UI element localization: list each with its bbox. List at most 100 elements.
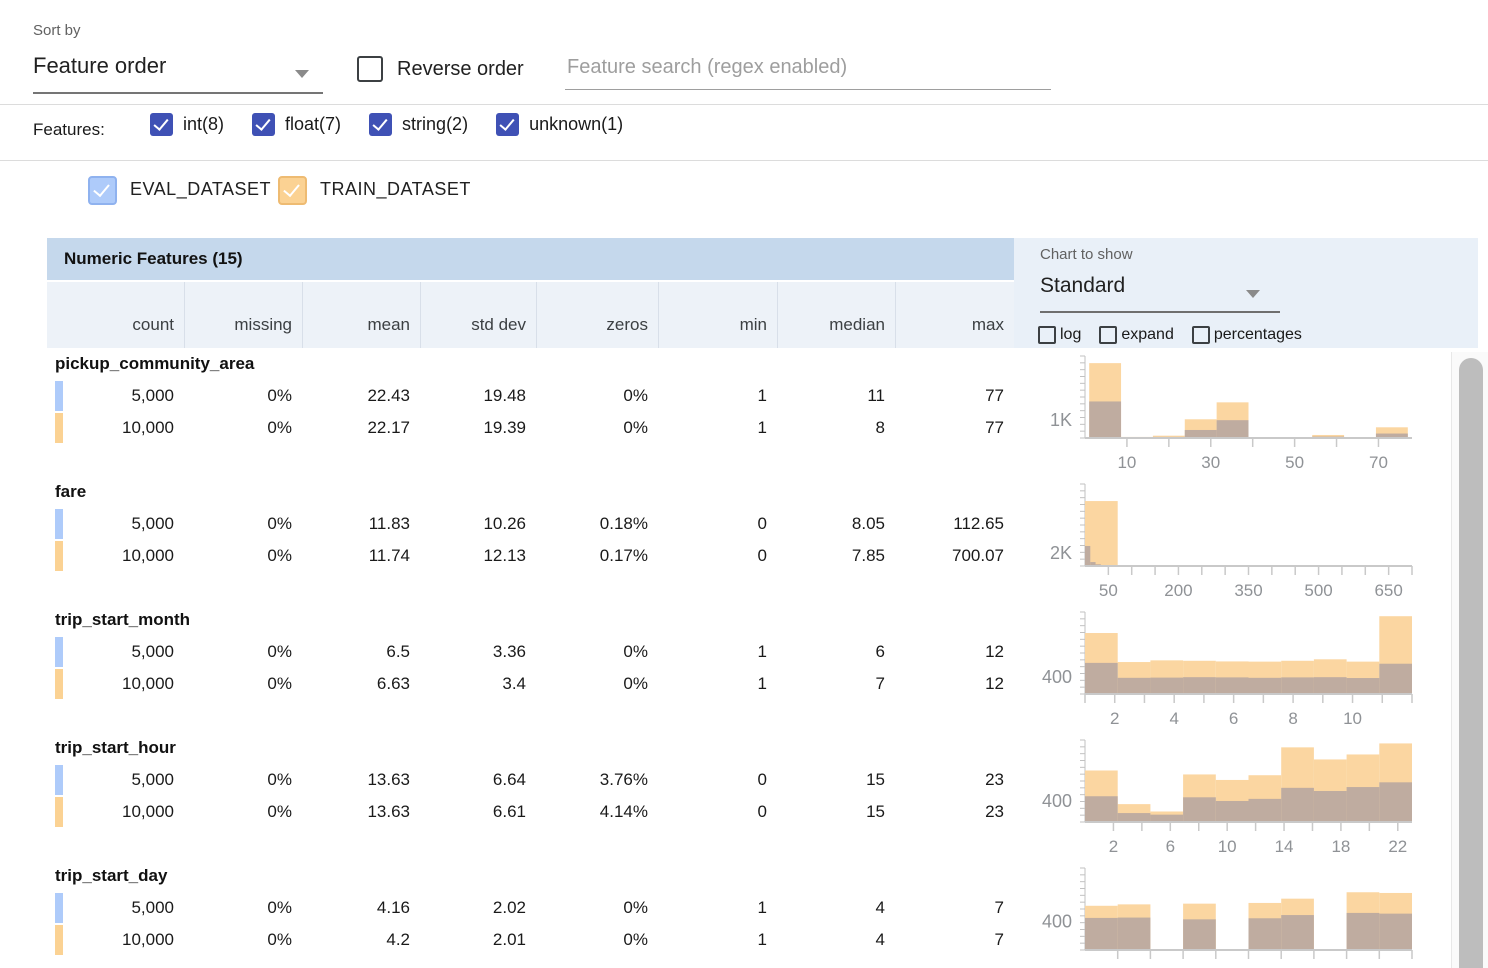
feature-block: pickup_community_area 5,000 0% 22.43 19.48 0%…: [47, 352, 1014, 480]
stat-value: 15: [866, 802, 885, 821]
stat-value: 4.2: [386, 930, 410, 949]
stat-value: 0%: [267, 514, 292, 533]
svg-text:6: 6: [1229, 709, 1238, 728]
stat-value: 10,000: [122, 802, 174, 821]
filter-float[interactable]: float(7): [252, 113, 341, 136]
stat-value: 0%: [623, 418, 648, 437]
column-header-count: count: [132, 315, 174, 334]
svg-text:2: 2: [1109, 837, 1118, 856]
filter-string[interactable]: string(2): [369, 113, 468, 136]
expand-toggle[interactable]: expand: [1099, 326, 1174, 344]
stat-value: 4.16: [376, 898, 410, 917]
histogram-svg: 2 6 10 14 18 22 400: [1042, 739, 1412, 856]
feature-histogram: 2 6 10 14 18 22 400: [1012, 736, 1432, 864]
stats-column-header: count missing mean std dev zeros min median max: [47, 280, 1014, 348]
feature-block: trip_start_day 5,000 0% 4.16 2.02 0% 1 4 7 10,000…: [47, 864, 1014, 968]
scrollbar-thumb[interactable]: [1459, 358, 1483, 968]
stats-row: 5,000 0% 4.16 2.02 0% 1 4 7: [47, 892, 1014, 924]
stat-value: 5,000: [131, 514, 174, 533]
stat-value: 8.05: [851, 514, 885, 533]
stat-value: 5,000: [131, 386, 174, 405]
stat-value: 3.76%: [599, 770, 648, 789]
percentages-checkbox[interactable]: [1191, 326, 1210, 344]
stat-value: 23: [985, 802, 1004, 821]
stat-value: 0: [757, 546, 767, 565]
features-filter-label: Features:: [33, 120, 105, 139]
chart-select-underline: [1040, 311, 1280, 313]
chevron-down-icon[interactable]: [1246, 290, 1260, 298]
stat-value: 10,000: [122, 546, 174, 565]
stat-value: 15: [866, 770, 885, 789]
stat-value: 13.63: [367, 802, 410, 821]
feature-histograms: 10 30 50 70 1K 50 200 350 500 650 2K 2 4 6 8 10 400 2 6 10 1…: [1012, 352, 1432, 968]
stat-value: 0%: [267, 930, 292, 949]
histogram-svg: 2 4 6 8 10 400: [1042, 611, 1413, 728]
train-dataset-checkbox[interactable]: [278, 176, 307, 205]
stat-value: 0%: [623, 898, 648, 917]
expand-label: expand: [1121, 326, 1174, 343]
chart-type-select[interactable]: Standard: [1040, 274, 1126, 297]
stats-row: 5,000 0% 13.63 6.64 3.76% 0 15 23: [47, 764, 1014, 796]
stat-value: 11.74: [368, 546, 410, 565]
svg-text:400: 400: [1042, 791, 1072, 811]
stat-value: 0%: [267, 770, 292, 789]
filter-unknown[interactable]: unknown(1): [496, 113, 623, 136]
filter-int[interactable]: int(8): [150, 113, 224, 136]
stat-value: 0%: [623, 642, 648, 661]
feature-block: trip_start_hour 5,000 0% 13.63 6.64 3.76% 0 15 2…: [47, 736, 1014, 864]
int-checkbox[interactable]: [150, 113, 173, 136]
column-header-missing: missing: [184, 282, 302, 348]
feature-block: fare 5,000 0% 11.83 10.26 0.18% 0 8.05 112.65 10,…: [47, 480, 1014, 608]
feature-histogram: 2 4 6 8 10 400: [1012, 608, 1432, 736]
stat-value: 0%: [623, 930, 648, 949]
stat-value: 2.01: [492, 930, 526, 949]
eval-dataset-checkbox[interactable]: [88, 176, 117, 205]
stat-value: 112.65: [953, 514, 1004, 533]
eval-dataset-swatch: [55, 893, 63, 923]
feature-name: trip_start_month: [55, 610, 191, 629]
stat-value: 6.61: [492, 802, 526, 821]
feature-name: trip_start_day: [55, 866, 168, 885]
stat-value: 1: [757, 898, 767, 917]
svg-text:50: 50: [1285, 453, 1304, 472]
stat-value: 1: [757, 642, 767, 661]
log-checkbox[interactable]: [1038, 326, 1056, 344]
stat-value: 3.36: [492, 642, 526, 661]
log-toggle[interactable]: log: [1038, 326, 1081, 344]
svg-text:400: 400: [1042, 667, 1072, 687]
train-dataset-swatch: [55, 925, 63, 955]
string-label: string(2): [402, 114, 469, 134]
sort-order-select[interactable]: Feature order: [33, 53, 167, 78]
feature-histogram: 400: [1012, 864, 1432, 968]
svg-text:6: 6: [1166, 837, 1175, 856]
chart-toggles: log expand percentages: [1038, 326, 1302, 344]
stat-value: 12: [985, 674, 1004, 693]
stat-value: 10,000: [122, 930, 174, 949]
train-checkbox-box: [278, 176, 307, 205]
float-checkbox[interactable]: [252, 113, 276, 136]
expand-checkbox[interactable]: [1099, 326, 1118, 344]
stat-value: 4: [875, 930, 885, 949]
stat-value: 7: [994, 898, 1004, 917]
stat-value: 11.83: [368, 514, 410, 533]
train-dataset-swatch: [55, 797, 63, 827]
unknown-checkbox[interactable]: [496, 113, 520, 136]
svg-text:14: 14: [1275, 837, 1294, 856]
feature-name: pickup_community_area: [55, 354, 255, 373]
feature-search-input[interactable]: [565, 50, 1051, 90]
string-checkbox[interactable]: [369, 113, 393, 136]
svg-text:4: 4: [1169, 709, 1178, 728]
feature-histogram: 10 30 50 70 1K: [1012, 352, 1432, 480]
chevron-down-icon[interactable]: [295, 70, 309, 78]
eval-dataset-swatch: [55, 765, 63, 795]
stats-row: 10,000 0% 4.2 2.01 0% 1 4 7: [47, 924, 1014, 956]
stat-value: 13.63: [367, 770, 410, 789]
stat-value: 11: [867, 386, 885, 405]
histogram-svg: 400: [1042, 867, 1413, 959]
stat-value: 6.63: [376, 674, 410, 693]
divider: [0, 104, 1488, 105]
percentages-toggle[interactable]: percentages: [1191, 326, 1302, 344]
divider: [0, 160, 1488, 161]
reverse-order-checkbox[interactable]: [357, 56, 383, 82]
